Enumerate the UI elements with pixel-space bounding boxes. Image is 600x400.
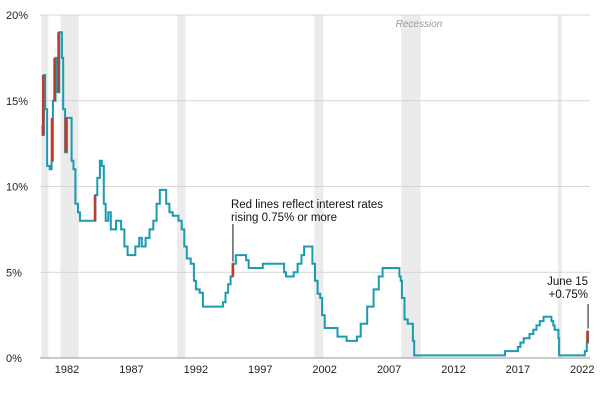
x-tick-label: 2012 xyxy=(441,364,465,376)
x-tick-label: 2002 xyxy=(312,364,336,376)
rate-line xyxy=(41,31,590,357)
x-tick-label: 2022 xyxy=(570,364,594,376)
x-tick-label: 1992 xyxy=(184,364,208,376)
rate-series-line xyxy=(41,31,590,357)
y-tick-label: 15% xyxy=(6,96,28,108)
x-tick-label: 1987 xyxy=(119,364,143,376)
annotation-text: June 15 xyxy=(547,276,588,288)
x-tick-label: 1997 xyxy=(248,364,272,376)
annotation-text: Red lines reflect interest rates xyxy=(231,199,383,211)
hike-markers xyxy=(41,32,589,343)
y-tick-label: 10% xyxy=(6,182,28,194)
x-tick-label: 1982 xyxy=(55,364,79,376)
y-tick-label: 5% xyxy=(6,267,22,279)
x-tick-label: 2017 xyxy=(506,364,530,376)
y-tick-label: 20% xyxy=(6,10,28,22)
y-tick-label: 0% xyxy=(6,353,22,365)
x-tick-label: 2007 xyxy=(377,364,401,376)
axis-labels: 0% 5% 10% 15% 20% 1982 1987 1992 1997 2002 2007 201… xyxy=(6,10,595,376)
annotation-text: rising 0.75% or more xyxy=(231,212,337,224)
recession-label: Recession xyxy=(396,19,443,30)
annotation-text: +0.75% xyxy=(549,289,588,301)
